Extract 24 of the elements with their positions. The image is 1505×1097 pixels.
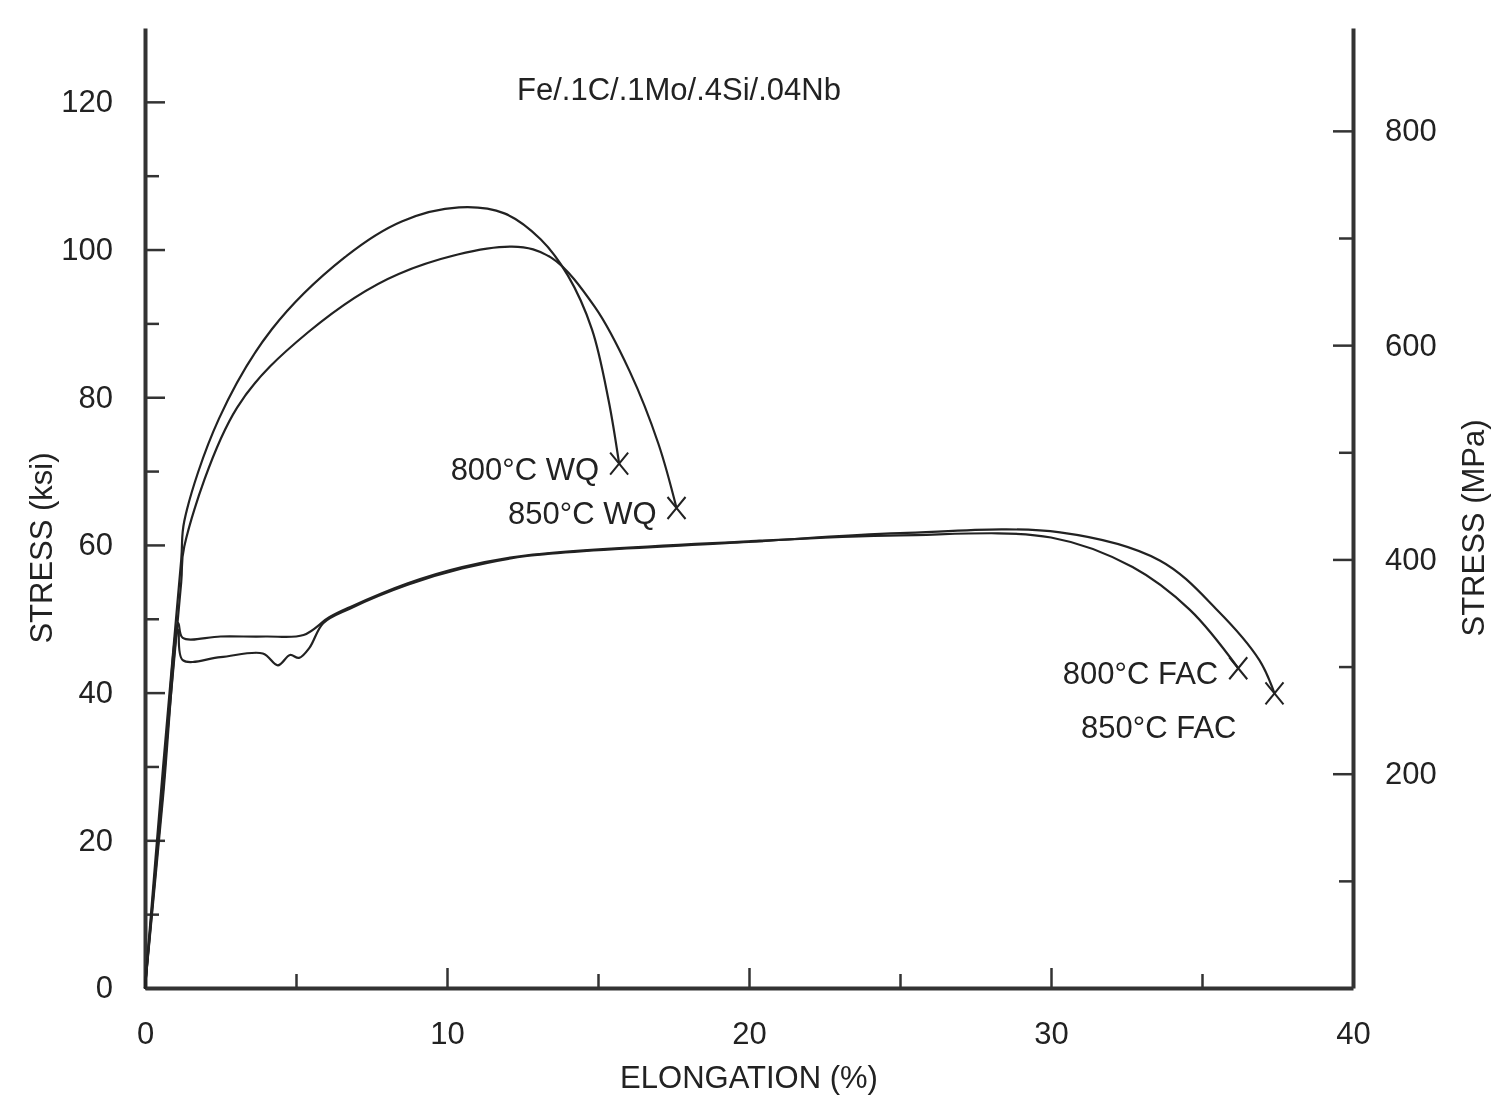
x-tick-label: 40 (1336, 1016, 1371, 1052)
y-axis-title: STRESS (ksi) (24, 452, 59, 644)
y-tick-label: 0 (95, 970, 113, 1006)
y2-tick-label: 400 (1385, 541, 1437, 577)
y-tick-label: 80 (78, 379, 113, 415)
series-label: 850°C WQ (508, 496, 657, 531)
y-tick-label: 20 (78, 822, 113, 858)
series-label: 850°C FAC (1081, 710, 1237, 746)
y2-tick-label: 800 (1385, 113, 1437, 149)
y2-axis-title: STRESS (MPa) (1456, 419, 1491, 637)
series-label: 800°C WQ (450, 451, 600, 487)
y-tick-label: 120 (61, 84, 113, 120)
x-tick-label: 10 (430, 1016, 465, 1052)
y2-tick-label: 200 (1385, 756, 1437, 792)
y-tick-label: 100 (61, 231, 113, 267)
y2-tick-label: 600 (1385, 327, 1437, 363)
x-tick-label: 30 (1034, 1016, 1069, 1052)
series-label: 800°C FAC (1062, 656, 1219, 692)
y-tick-label: 40 (78, 675, 113, 711)
x-tick-label: 0 (136, 1016, 155, 1052)
x-axis-title: ELONGATION (%) (620, 1060, 878, 1095)
text: Fe/.1C/.1Mo/.4Si/.04Nb (517, 72, 841, 107)
x-tick-label: 20 (732, 1016, 767, 1052)
y-tick-label: 60 (78, 527, 113, 563)
